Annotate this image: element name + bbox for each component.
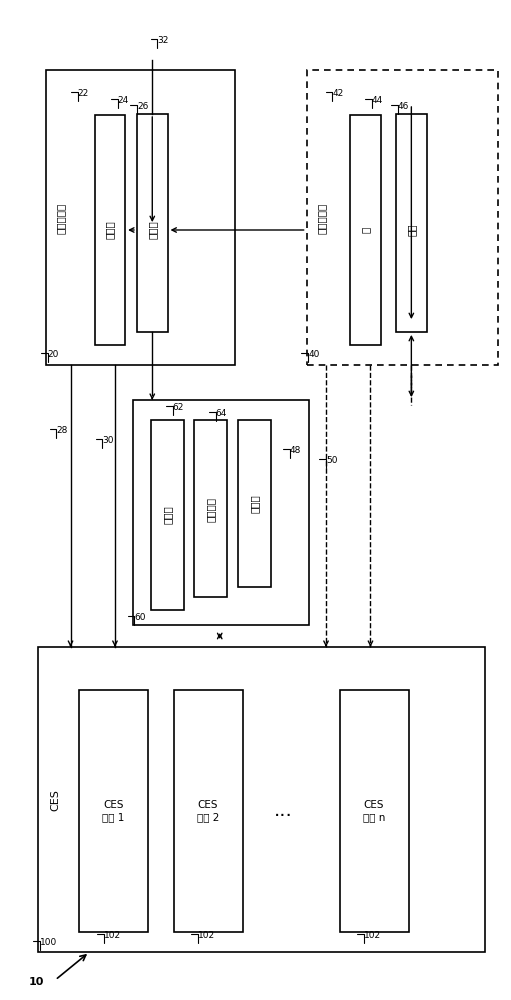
Bar [38,647,485,952]
Text: 泵: 泵 [360,227,370,233]
Text: 处理电路: 处理电路 [206,496,216,522]
Bar [174,690,243,932]
Text: 压缩机系统: 压缩机系统 [55,202,65,234]
Text: 储器: 储器 [406,224,416,236]
Text: CES
模块 2: CES 模块 2 [197,800,219,822]
Text: 48: 48 [290,446,301,455]
Text: CES
模块 1: CES 模块 1 [102,800,125,822]
Text: 控制器: 控制器 [162,506,173,524]
Text: 40: 40 [308,350,319,359]
Text: 20: 20 [48,350,59,359]
Bar [95,115,125,345]
Bar [340,690,409,932]
Text: 30: 30 [102,436,114,445]
Bar [79,690,148,932]
Text: 10: 10 [29,977,44,987]
Text: 60: 60 [134,613,146,622]
Text: 50: 50 [326,456,338,465]
Text: 26: 26 [137,102,148,111]
Text: 102: 102 [198,931,215,940]
Text: 42: 42 [332,89,343,98]
Bar [46,70,235,365]
Bar [238,420,271,587]
Text: 蓄积器: 蓄积器 [147,221,157,239]
Text: 102: 102 [104,931,121,940]
Bar [350,115,381,345]
Text: 44: 44 [372,96,383,105]
Bar [137,114,168,332]
Text: 64: 64 [216,409,227,418]
Text: 28: 28 [56,426,67,435]
Text: 22: 22 [78,89,89,98]
Text: 102: 102 [364,931,381,940]
Text: ...: ... [274,802,293,820]
Bar [307,70,498,365]
Text: 压缩机: 压缩机 [105,221,115,239]
Text: CES: CES [50,789,60,811]
Text: 100: 100 [40,938,57,947]
Text: 46: 46 [398,102,409,111]
Bar [133,400,309,625]
Text: 存储器: 存储器 [249,495,260,513]
Text: 24: 24 [118,96,129,105]
Bar [151,420,184,610]
Bar [194,420,227,597]
Text: CES
模块 n: CES 模块 n [363,800,385,822]
Bar [396,114,427,332]
Text: 32: 32 [157,36,169,45]
Text: 流体冷却器: 流体冷却器 [317,202,327,234]
Text: 62: 62 [173,403,184,412]
